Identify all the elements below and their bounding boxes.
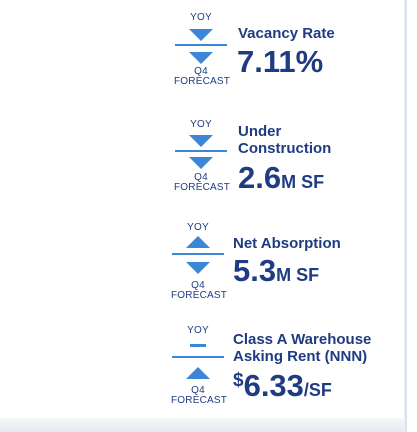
stat-title: Vacancy Rate: [238, 25, 335, 42]
forecast-label: FORECAST: [171, 395, 228, 406]
stat-value: 7.11%: [237, 46, 323, 77]
down-triangle-icon: [189, 52, 213, 64]
up-triangle-icon: [186, 236, 210, 248]
bottom-band: [0, 418, 405, 432]
divider-line: [172, 253, 224, 255]
down-triangle-icon: [189, 157, 213, 169]
stat-title: Net Absorption: [233, 235, 341, 252]
stat-title-line1: Class A Warehouse: [233, 331, 372, 348]
up-triangle-icon: [186, 367, 210, 379]
yoy-label: YOY: [187, 222, 209, 233]
stat-asking-rent: YOY Q4 FORECAST Class A Warehouse Asking…: [171, 325, 372, 406]
forecast-label: FORECAST: [171, 290, 228, 301]
down-triangle-icon: [189, 135, 213, 147]
divider-line: [175, 44, 227, 46]
stat-value-number: 7.11%: [237, 44, 324, 79]
stat-net-absorption: YOY Q4 FORECAST Net Absorption 5.3M SF: [171, 222, 341, 301]
yoy-label: YOY: [187, 325, 209, 336]
stat-title-line2: Construction: [238, 140, 332, 157]
stat-vacancy-rate: YOY Q4 FORECAST Vacancy Rate 7.11%: [0, 0, 404, 100]
stat-under-construction: YOY Q4 FORECAST Under Construction 2.6M …: [0, 0, 404, 200]
divider-line: [172, 356, 224, 358]
down-triangle-icon: [186, 262, 210, 274]
stat-value: $6.33/SF: [233, 370, 332, 401]
stat-value-unit: /SF: [303, 380, 332, 400]
forecast-quarter-label: Q4: [194, 66, 208, 77]
divider-line: [175, 150, 227, 152]
stat-value-number: 6.33: [243, 368, 304, 403]
stat-value-number: 2.6: [238, 160, 282, 195]
forecast-quarter-label: Q4: [194, 172, 208, 183]
stat-value: 2.6M SF: [238, 162, 324, 193]
forecast-quarter-label: Q4: [191, 385, 205, 396]
stat-value-currency: $: [233, 370, 244, 391]
yoy-label: YOY: [190, 12, 212, 23]
stat-title-line1: Under: [238, 123, 282, 140]
forecast-label: FORECAST: [174, 76, 231, 87]
stat-title-line2: Asking Rent (NNN): [233, 348, 368, 365]
stat-value-unit: M SF: [276, 265, 320, 285]
dash-icon: [190, 344, 206, 347]
panel-edge-shadow: [404, 0, 407, 432]
stat-value-number: 5.3: [233, 253, 277, 288]
stat-value: 5.3M SF: [233, 255, 319, 286]
down-triangle-icon: [189, 29, 213, 41]
yoy-label: YOY: [190, 119, 212, 130]
stat-value-unit: M SF: [281, 172, 325, 192]
forecast-quarter-label: Q4: [191, 280, 205, 291]
forecast-label: FORECAST: [174, 182, 231, 193]
